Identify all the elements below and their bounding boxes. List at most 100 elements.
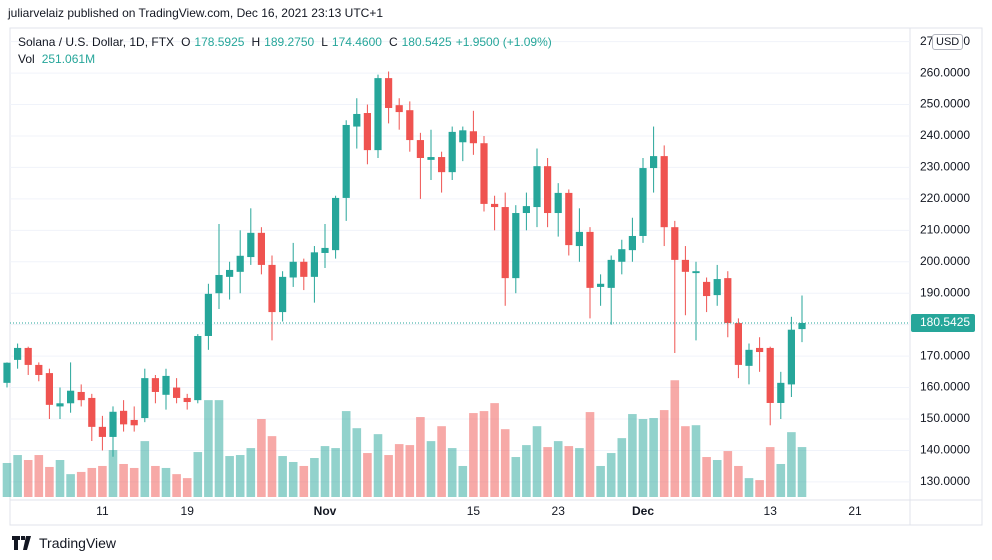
- currency-button[interactable]: USD: [932, 34, 964, 50]
- x-tick-label: 19: [181, 504, 195, 518]
- symbol: Solana / U.S. Dollar, 1D, FTX: [18, 35, 175, 49]
- last-price-badge: [911, 313, 975, 332]
- candle-body: [215, 274, 223, 294]
- chart-frame: [9, 27, 983, 526]
- candle-body: [787, 329, 795, 385]
- volume-bar: [702, 457, 711, 497]
- candle-body: [480, 143, 488, 204]
- candle-body: [724, 278, 732, 324]
- volume-bar: [575, 448, 584, 497]
- volume-bar: [87, 467, 97, 497]
- volume-bar: [129, 467, 139, 497]
- legend-key: C: [388, 35, 398, 49]
- y-tick-label: 220.0000: [920, 191, 970, 205]
- publisher-line: juliarvelaiz published on TradingView.co…: [8, 6, 383, 20]
- candle-body: [469, 131, 477, 144]
- candle-body: [703, 281, 711, 297]
- volume-bar: [66, 474, 75, 497]
- candle-body: [194, 335, 202, 401]
- volume-bar: [659, 410, 669, 497]
- candle-body: [77, 391, 85, 401]
- y-tick-label: 240.0000: [920, 128, 970, 142]
- volume-value: 251.061M: [41, 52, 96, 66]
- footer: TradingView: [12, 535, 116, 551]
- candle-body: [734, 323, 742, 365]
- volume-bar: [532, 426, 542, 497]
- candle-body: [745, 349, 753, 366]
- x-tick-label: 23: [552, 504, 566, 518]
- candle-body: [332, 197, 340, 251]
- legend-key: O: [181, 35, 191, 49]
- candle-body: [24, 347, 32, 365]
- volume-bar: [585, 412, 595, 497]
- volume-bar: [76, 471, 86, 497]
- volume-bar: [469, 413, 478, 497]
- volume-bar: [394, 444, 404, 497]
- volume-bar: [278, 456, 287, 497]
- volume-bar: [34, 455, 44, 497]
- volume-bar: [288, 461, 298, 497]
- volume-bar: [151, 465, 160, 497]
- volume-bar: [108, 450, 118, 497]
- volume-bar: [331, 448, 340, 497]
- volume-bar: [543, 447, 552, 497]
- volume-bar: [723, 451, 733, 497]
- volume-bar: [479, 411, 489, 497]
- volume-bar: [235, 455, 245, 497]
- candle-body: [438, 157, 446, 173]
- candle-body: [236, 255, 244, 272]
- candle-body: [628, 235, 636, 251]
- legend-value: 178.5925: [194, 35, 245, 49]
- candle-body: [427, 157, 435, 160]
- candle-body: [363, 113, 371, 151]
- volume-pane: [2, 380, 807, 497]
- volume-bar: [628, 414, 637, 497]
- volume-bar: [193, 452, 203, 497]
- candle-body: [565, 192, 573, 246]
- y-tick-label: 250.0000: [920, 97, 970, 111]
- legend-value: 189.2750: [264, 35, 315, 49]
- last-price-label: 180.5425: [920, 315, 970, 329]
- volume-bar: [787, 432, 796, 497]
- candle-body: [639, 168, 647, 236]
- volume-bar: [776, 463, 786, 497]
- x-tick-label: 15: [467, 504, 481, 518]
- candle-body: [618, 249, 626, 262]
- legend-key: L: [321, 35, 328, 49]
- candle-body: [141, 378, 149, 419]
- x-tick-label: 21: [848, 504, 862, 518]
- candle-body: [374, 78, 382, 151]
- candle-body: [406, 110, 414, 141]
- candle-body: [342, 124, 350, 198]
- volume-bar: [320, 446, 330, 497]
- candle-body: [681, 259, 689, 272]
- volume-bar: [490, 403, 499, 497]
- volume-bar: [341, 411, 351, 497]
- volume-bar: [182, 478, 192, 497]
- candle-body: [353, 113, 361, 127]
- candle-body: [321, 247, 329, 253]
- volume-bar: [681, 426, 690, 497]
- volume-bar: [458, 465, 468, 497]
- volume-bar: [638, 419, 648, 497]
- grid: [10, 41, 910, 483]
- logo: [12, 536, 31, 550]
- volume-bar: [140, 441, 150, 497]
- candle-body: [279, 276, 287, 313]
- candle-body: [491, 203, 499, 208]
- volume-bar: [119, 463, 128, 497]
- volume-bar: [45, 466, 54, 497]
- candle-body: [268, 264, 276, 313]
- candle-body: [766, 347, 774, 403]
- volume-bar: [204, 400, 213, 497]
- volume-bar: [310, 458, 319, 497]
- candle-body: [300, 261, 308, 277]
- x-tick-label: 11: [96, 504, 109, 518]
- volume-bar: [596, 465, 605, 497]
- candle-body: [416, 140, 424, 158]
- legend: Solana / U.S. Dollar, 1D, FTX O 178.5925 …: [18, 35, 552, 49]
- volume-bar: [2, 462, 12, 497]
- footer-brand: TradingView: [39, 535, 117, 551]
- volume-bar: [299, 465, 309, 497]
